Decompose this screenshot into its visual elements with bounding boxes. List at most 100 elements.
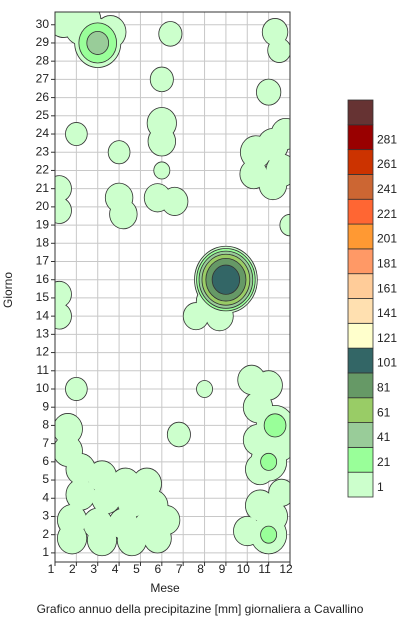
y-tick-label: 15 <box>36 290 50 304</box>
colorbar-label: 41 <box>377 430 391 444</box>
colorbar-label: 121 <box>377 331 397 345</box>
colorbar-box <box>347 471 374 498</box>
y-tick-label: 16 <box>36 272 50 286</box>
contour-fill <box>271 118 290 150</box>
y-tick-label: 6 <box>42 454 49 468</box>
colorbar-box <box>347 347 374 374</box>
contour-fill <box>261 526 277 543</box>
y-tick-label: 21 <box>36 181 50 195</box>
contour-fill <box>261 453 277 470</box>
y-axis-label: Giorno <box>1 272 15 308</box>
y-tick-label: 24 <box>36 126 50 140</box>
contour-fill <box>150 67 174 92</box>
colorbar-box <box>347 298 374 324</box>
y-tick-label: 13 <box>36 327 50 341</box>
colorbar-box <box>347 198 374 225</box>
y-tick-label: 3 <box>42 509 49 523</box>
colorbar-label: 1 <box>377 480 384 494</box>
y-tick-label: 30 <box>36 17 50 31</box>
y-tick-label: 12 <box>36 345 50 359</box>
contour-fill <box>159 21 182 46</box>
y-tick-label: 22 <box>36 163 50 177</box>
plot-area <box>55 12 290 562</box>
contour-fill <box>269 434 290 461</box>
y-tick-label: 14 <box>36 308 50 322</box>
y-tick-label: 1 <box>42 545 49 559</box>
x-tick-label: 7 <box>176 562 183 576</box>
y-tick-label: 25 <box>36 108 50 122</box>
x-tick-label: 10 <box>237 562 251 576</box>
contour-fill <box>161 187 188 216</box>
contour-fill <box>269 479 290 506</box>
colorbar-box <box>347 273 374 299</box>
y-tick-label: 23 <box>36 144 50 158</box>
y-tick-label: 20 <box>36 199 50 213</box>
colorbar-box <box>347 223 374 250</box>
x-tick-label: 5 <box>133 562 140 576</box>
contour-fill <box>65 377 87 401</box>
contour-fill <box>148 127 176 156</box>
x-tick-label: 3 <box>90 562 97 576</box>
contour-fill <box>196 380 213 398</box>
contour-fill <box>256 79 281 105</box>
contour-fill <box>167 422 191 447</box>
x-tick-label: 1 <box>48 562 55 576</box>
colorbar-label: 201 <box>377 232 397 246</box>
colorbar-label: 261 <box>377 157 397 171</box>
colorbar-box <box>347 397 374 423</box>
contour-fill <box>109 199 137 229</box>
colorbar-box <box>347 422 374 448</box>
contour-fill <box>55 413 83 445</box>
contour-fill <box>259 170 287 200</box>
contour-fill <box>154 162 170 179</box>
colorbar-label: 141 <box>377 306 397 320</box>
contour-fill <box>183 302 209 330</box>
y-tick-label: 8 <box>42 418 49 432</box>
colorbar-label: 21 <box>377 455 391 469</box>
contour-fill <box>144 524 171 553</box>
contour-fill <box>91 483 121 514</box>
contour-fill <box>87 524 117 556</box>
colorbar-label: 241 <box>377 182 397 196</box>
colorbar-label: 101 <box>377 356 397 370</box>
y-tick-label: 11 <box>37 363 50 377</box>
colorbar-label: 181 <box>377 256 397 270</box>
colorbar-box <box>347 446 374 473</box>
colorbar-box <box>347 372 374 399</box>
contour-fill <box>55 281 72 307</box>
y-tick-label: 7 <box>42 436 49 450</box>
colorbar-label: 281 <box>377 132 397 146</box>
colorbar-box <box>347 174 374 200</box>
y-tick-label: 4 <box>42 490 49 504</box>
x-tick-label: 11 <box>258 562 271 576</box>
x-axis-label: Mese <box>150 581 180 595</box>
contour-fill <box>87 31 109 55</box>
contour-fill <box>57 523 87 554</box>
colorbar-label: 221 <box>377 207 397 221</box>
contour-fill <box>55 303 72 329</box>
colorbar-box <box>347 99 374 126</box>
colorbar-label: 61 <box>377 405 391 419</box>
colorbar-box <box>347 149 374 175</box>
y-tick-label: 29 <box>36 35 50 49</box>
contour-fill <box>212 265 240 294</box>
x-tick-label: 6 <box>154 562 161 576</box>
colorbar-box <box>347 322 374 349</box>
colorbar-label: 81 <box>377 381 391 395</box>
y-tick-label: 17 <box>36 254 50 268</box>
y-tick-label: 2 <box>42 527 49 541</box>
contour-fill <box>55 197 72 224</box>
colorbar-box <box>347 248 374 275</box>
contour-fill <box>255 371 283 400</box>
y-tick-label: 27 <box>36 72 50 86</box>
x-tick-label: 2 <box>69 562 76 576</box>
x-tick-label: 8 <box>197 562 204 576</box>
y-tick-label: 9 <box>42 399 49 413</box>
contour-fill <box>65 122 87 146</box>
contour-fill <box>264 414 286 437</box>
contour-fill <box>268 38 290 63</box>
contour-fill <box>66 479 95 510</box>
x-tick-label: 9 <box>219 562 226 576</box>
y-tick-label: 26 <box>36 90 50 104</box>
